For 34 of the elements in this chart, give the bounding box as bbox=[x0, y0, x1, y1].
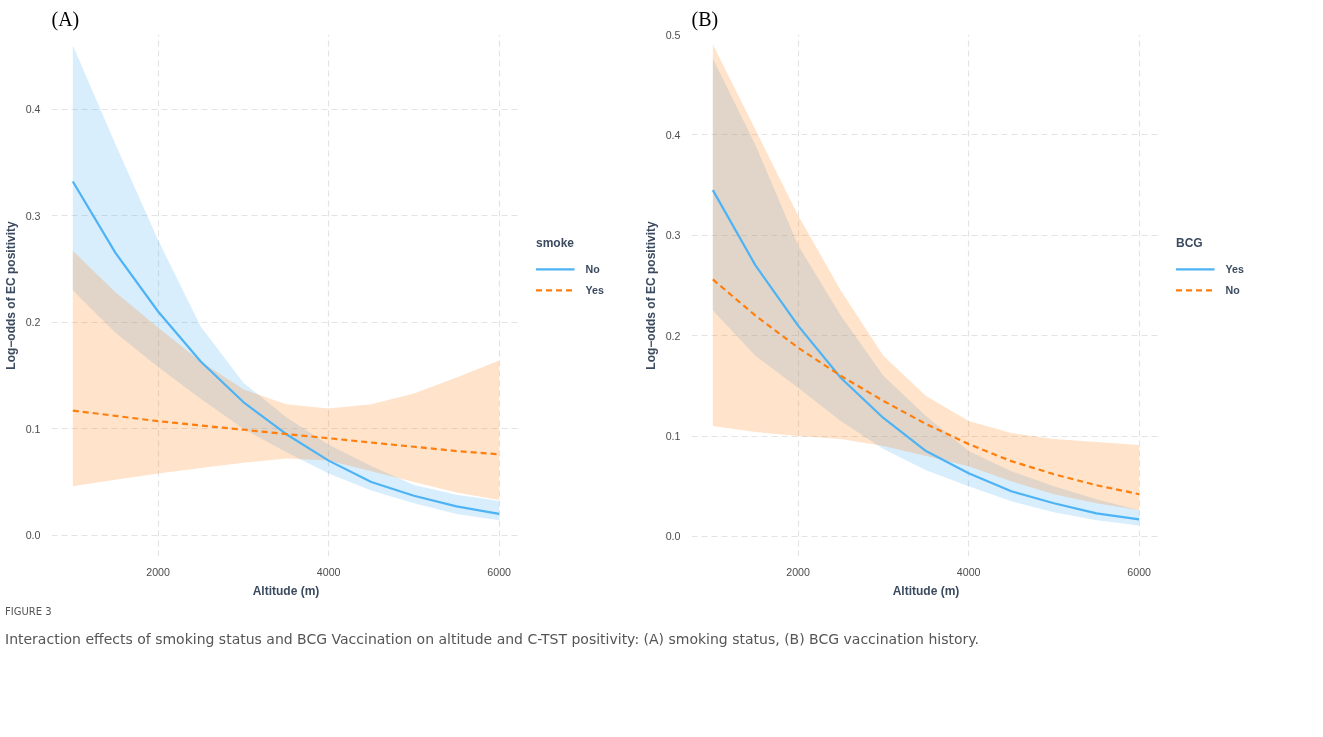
legend-label: Yes bbox=[585, 284, 604, 297]
y-tick-label: 0.2 bbox=[25, 316, 41, 329]
chart-title: (A) bbox=[51, 7, 80, 31]
y-tick-label: 0.3 bbox=[665, 229, 681, 242]
x-tick-label: 4000 bbox=[956, 565, 981, 578]
y-tick-label: 0.2 bbox=[665, 329, 681, 342]
x-tick-label: 2000 bbox=[786, 565, 811, 578]
caption: FIGURE 3 bbox=[5, 605, 52, 619]
y-tick-label: 0.0 bbox=[25, 529, 41, 542]
y-tick-label: 0.1 bbox=[25, 422, 41, 435]
y-tick-label: 0.4 bbox=[665, 128, 681, 141]
y-axis-title: Log−odds of EC positivity bbox=[3, 221, 18, 370]
y-tick-label: 0.5 bbox=[665, 28, 681, 41]
chart-title: (B) bbox=[691, 7, 719, 31]
x-tick-label: 4000 bbox=[316, 565, 341, 578]
x-axis-title: Altitude (m) bbox=[892, 583, 960, 598]
y-axis-title: Log−odds of EC positivity bbox=[643, 221, 658, 370]
text: Interaction effects of smoking status and BCG Vaccination on altitude and C-TST positivity: (A) smoking status, (B) BCG vaccination history. bbox=[5, 630, 980, 650]
y-tick-label: 0.3 bbox=[25, 209, 41, 222]
line-series bbox=[711, 189, 1141, 521]
line-series bbox=[71, 180, 501, 515]
legend-label: No bbox=[585, 263, 601, 276]
y-tick-label: 0.4 bbox=[25, 103, 41, 116]
legend-title: smoke bbox=[536, 236, 575, 251]
y-tick-label: 0.0 bbox=[665, 530, 681, 543]
legend-label: Yes bbox=[1225, 263, 1244, 276]
x-axis-title: Altitude (m) bbox=[252, 583, 320, 598]
y-tick-label: 0.1 bbox=[665, 430, 681, 443]
x-tick-label: 2000 bbox=[146, 565, 171, 578]
legend-title: BCG bbox=[1176, 236, 1203, 251]
legend-label: No bbox=[1225, 284, 1241, 297]
x-tick-label: 6000 bbox=[1127, 565, 1152, 578]
line-series bbox=[711, 278, 1141, 496]
x-tick-label: 6000 bbox=[487, 565, 512, 578]
